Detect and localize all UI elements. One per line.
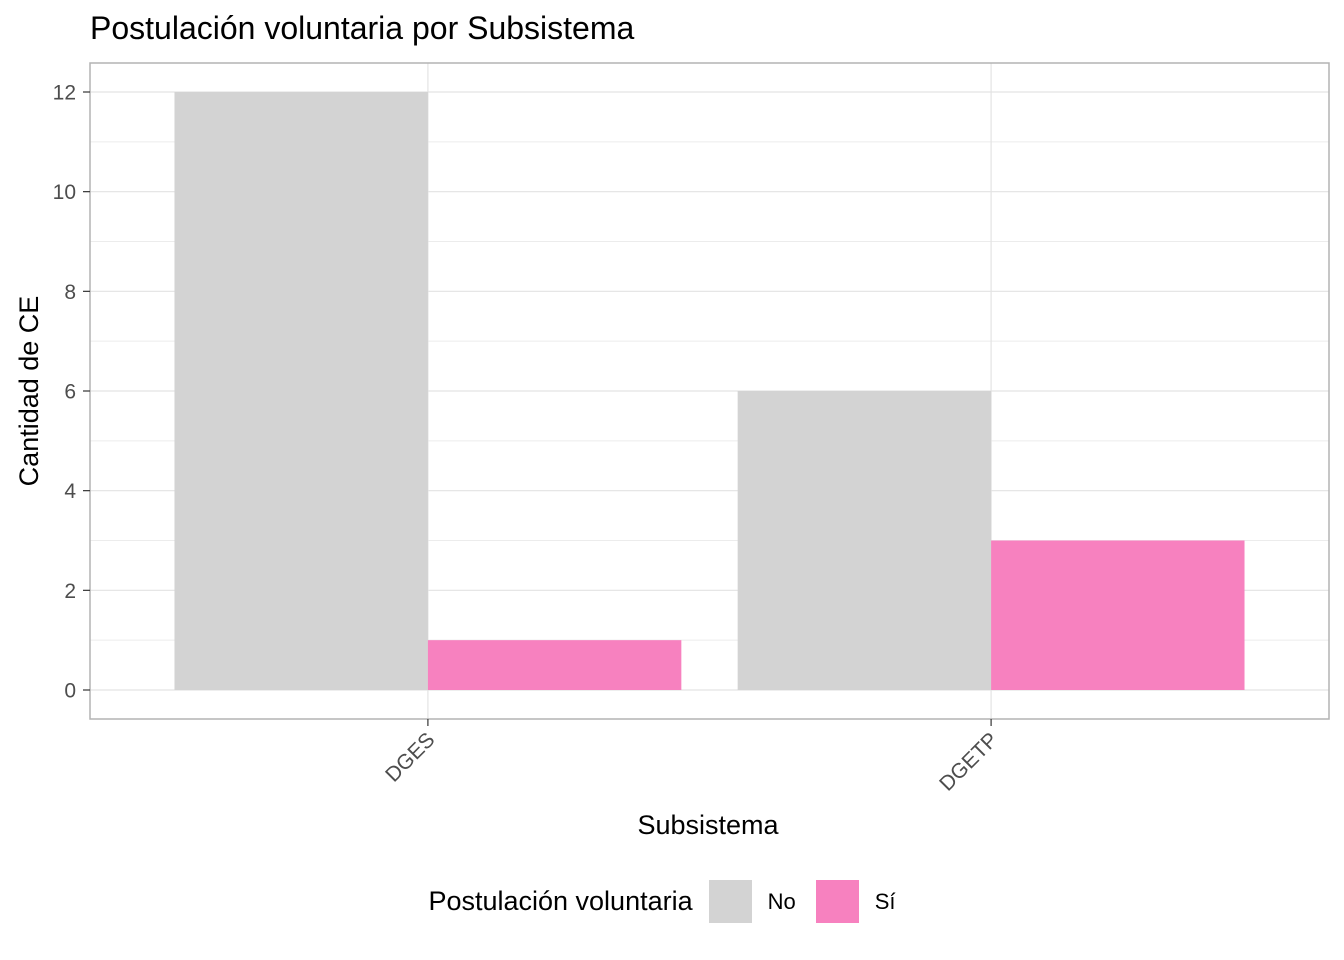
legend-label-si: Sí <box>874 888 896 914</box>
y-tick-label: 12 <box>53 82 76 105</box>
y-tick-label: 10 <box>53 181 76 204</box>
bar-dgetp-si <box>991 540 1245 690</box>
legend-key-si <box>815 880 859 923</box>
bars <box>174 92 1245 690</box>
legend-title: Postulación voluntaria <box>428 886 693 916</box>
y-tick-label: 2 <box>64 580 76 603</box>
legend-key-no <box>708 880 752 923</box>
y-axis-ticks: 0 2 4 6 8 10 12 <box>53 82 90 703</box>
bar-dgetp-no <box>737 391 992 690</box>
legend-label-no: No <box>767 888 796 914</box>
y-tick-label: 4 <box>64 480 76 503</box>
x-axis-label: Subsistema <box>637 810 779 840</box>
bar-dges-si <box>427 640 682 690</box>
x-tick-label: DGETP <box>935 728 1002 795</box>
chart-title: Postulación voluntaria por Subsistema <box>90 10 635 46</box>
bar-dges-no <box>174 92 428 690</box>
y-tick-label: 0 <box>64 680 76 703</box>
x-tick-label: DGES <box>381 728 439 786</box>
legend: Postulación voluntaria No Sí <box>0 880 1344 923</box>
x-axis-ticks: DGES DGETP <box>381 719 1003 796</box>
y-tick-label: 6 <box>64 381 76 404</box>
y-axis-label: Cantidad de CE <box>14 296 44 487</box>
y-tick-label: 8 <box>64 281 76 304</box>
